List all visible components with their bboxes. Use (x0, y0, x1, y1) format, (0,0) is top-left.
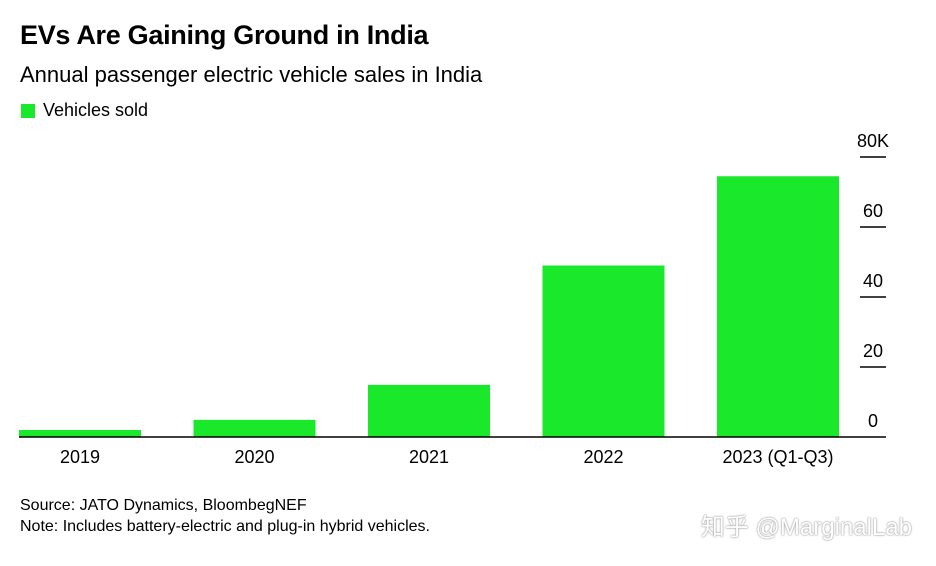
legend-swatch (21, 103, 35, 118)
legend: Vehicles sold (21, 100, 148, 121)
chart-subtitle: Annual passenger electric vehicle sales … (20, 62, 483, 87)
y-tick-label: 0 (868, 411, 878, 431)
x-tick-label: 2023 (Q1-Q3) (722, 447, 833, 467)
y-tick-label: 80K (857, 131, 889, 151)
footnote: Note: Includes battery-electric and plug… (20, 518, 430, 535)
footer: Source: JATO Dynamics, BloombegNEF Note:… (20, 495, 430, 537)
source-note: Source: JATO Dynamics, BloombegNEF (20, 497, 307, 514)
y-tick-label: 20 (863, 341, 883, 361)
y-tick-label: 60 (863, 201, 883, 221)
x-tick-label: 2019 (60, 447, 100, 467)
legend-label: Vehicles sold (43, 100, 149, 120)
bar-2020 (193, 419, 316, 437)
bar-2021 (368, 384, 490, 437)
y-tick-label: 40 (863, 271, 883, 291)
bar-chart: 2019 2020 2021 2022 2023 (Q1-Q3) 0 20 40 60 80K (19, 131, 889, 467)
chart-title: EVs Are Gaining Ground in India (20, 20, 429, 50)
x-tick-label: 2020 (234, 447, 274, 467)
x-tick-label: 2022 (583, 447, 623, 467)
watermark: 知乎 @MarginalLab (700, 514, 912, 541)
bar-2023 (717, 176, 839, 437)
bar-2019 (19, 430, 141, 437)
bar-2022 (542, 265, 665, 437)
x-tick-label: 2021 (409, 447, 449, 467)
